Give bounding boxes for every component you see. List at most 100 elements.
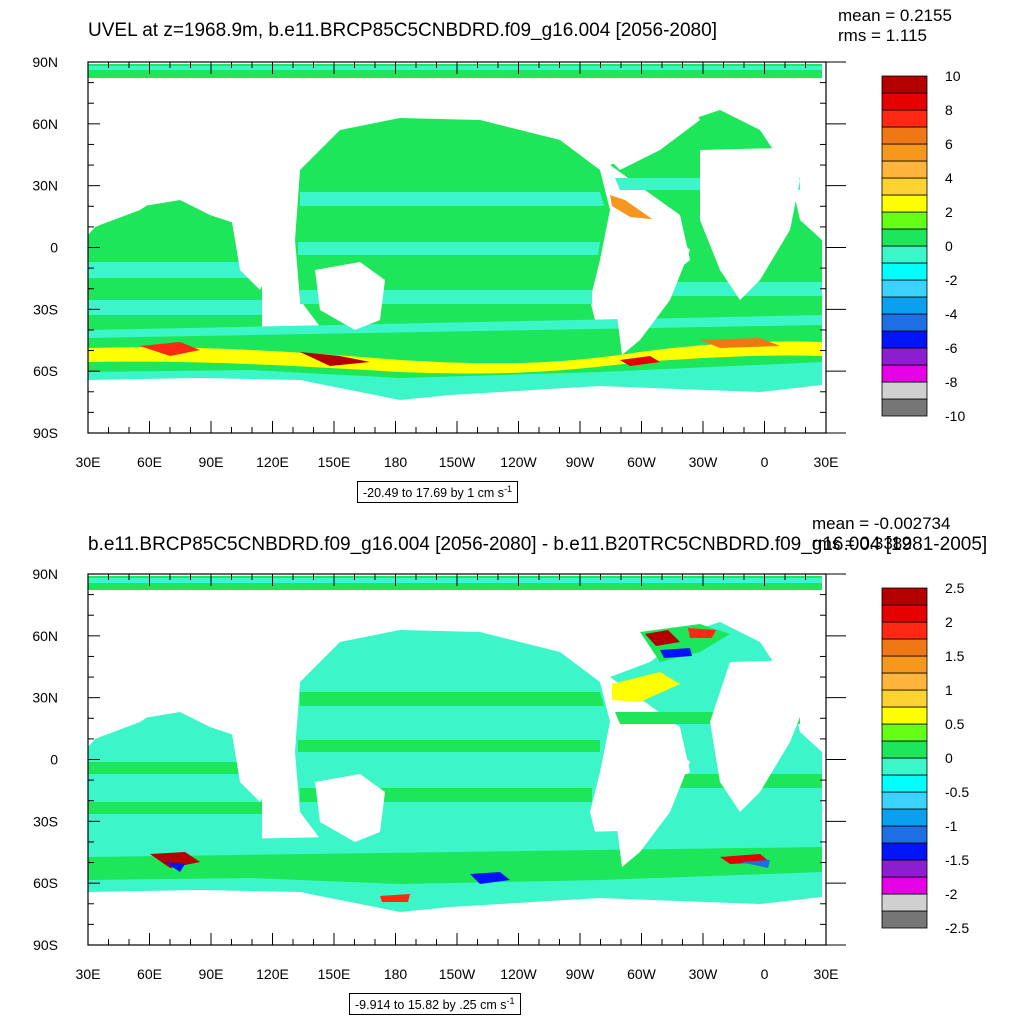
top-colorbar-label: -8 <box>945 374 958 390</box>
bottom-colorbar-swatch <box>881 859 928 878</box>
bottom-colorbar-swatch <box>881 587 928 606</box>
top-colorbar-label: -2 <box>945 272 958 288</box>
top-x-tick-label: 180 <box>384 454 408 470</box>
bottom-x-tick-label: 180 <box>384 966 408 982</box>
top-colorbar-swatch <box>881 92 928 111</box>
bottom-axes: 30E 60E 90E 120E 150E 180 150W 120W 90W 60W 30W 0 30… <box>32 566 846 982</box>
top-y-tick-label: 30S <box>33 301 58 317</box>
top-x-tick-label: 60W <box>627 454 657 470</box>
top-continents <box>88 80 822 432</box>
bottom-x-tick-label: 150W <box>439 966 476 982</box>
bottom-colorbar-swatch <box>881 774 928 793</box>
bottom-mean-stat: mean = -0.002734 <box>812 514 951 533</box>
top-x-tick-label: 90E <box>199 454 224 470</box>
top-colorbar-swatch <box>881 381 928 400</box>
bottom-x-tick-label: 90W <box>566 966 596 982</box>
top-y-tick-label: 90S <box>33 425 58 441</box>
bottom-colorbar-swatch <box>881 672 928 691</box>
top-x-tick-label: 90W <box>566 454 596 470</box>
top-axes: 30E 60E 90E 120E 150E 180 150W 120W 90W 60W 30W 0 30… <box>32 54 846 470</box>
bottom-colorbar-label: -2 <box>945 886 958 902</box>
top-panel: 30E 60E 90E 120E 150E 180 150W 120W 90W 60W 30W 0 30… <box>32 6 965 504</box>
top-range-text: -20.49 to 17.69 by 1 cm s <box>363 486 505 501</box>
top-x-tick-label: 120W <box>500 454 537 470</box>
bottom-colorbar-label: -1.5 <box>945 852 969 868</box>
bottom-colorbar-label: 0.5 <box>945 716 965 732</box>
top-colorbar-swatch <box>881 143 928 162</box>
top-colorbar-label: -6 <box>945 340 958 356</box>
bottom-x-tick-label: 120W <box>500 966 537 982</box>
bottom-colorbar-label: 1 <box>945 682 953 698</box>
bottom-colorbar-swatch <box>881 825 928 844</box>
bottom-range-info: -9.914 to 15.82 by .25 cm s-1 <box>349 993 521 1016</box>
top-colorbar-swatch <box>881 75 928 94</box>
top-colorbar: -10 -8 -6 -4 -2 0 2 4 6 8 10 <box>881 68 965 424</box>
top-colorbar-swatch <box>881 364 928 383</box>
bottom-y-tick-label: 60S <box>33 875 58 891</box>
top-colorbar-swatch <box>881 398 928 417</box>
top-colorbar-swatch <box>881 177 928 196</box>
top-x-tick-label: 150E <box>318 454 351 470</box>
bottom-colorbar-swatch <box>881 689 928 708</box>
top-colorbar-swatch <box>881 347 928 366</box>
top-colorbar-label: 0 <box>945 238 953 254</box>
top-colorbar-swatch <box>881 109 928 128</box>
bottom-range-text: -9.914 to 15.82 by .25 cm s <box>355 998 507 1013</box>
top-y-tick-label: 60N <box>32 116 58 132</box>
top-colorbar-label: 4 <box>945 170 953 186</box>
bottom-colorbar-label: 0 <box>945 750 953 766</box>
bottom-x-tick-label: 30E <box>814 966 839 982</box>
bottom-map-svg: 30E 60E 90E 120E 150E 180 150W 120W 90W 60W 30W 0 30… <box>32 566 969 982</box>
bottom-x-tick-label: 60W <box>627 966 657 982</box>
top-colorbar-label: -10 <box>945 408 965 424</box>
bottom-colorbar-swatch <box>881 910 928 929</box>
top-colorbar-swatch <box>881 313 928 332</box>
bottom-colorbar-swatch <box>881 706 928 725</box>
bottom-colorbar-swatch <box>881 876 928 895</box>
top-y-tick-label: 0 <box>50 240 58 256</box>
top-y-tick-label: 90N <box>32 54 58 70</box>
bottom-colorbar-swatch <box>881 604 928 623</box>
top-x-tick-label: 30E <box>814 454 839 470</box>
top-x-tick-label: 60E <box>137 454 162 470</box>
bottom-colorbar-label: 2.5 <box>945 580 965 596</box>
top-x-tick-label: 120E <box>256 454 289 470</box>
top-x-tick-label: 30E <box>76 454 101 470</box>
bottom-colorbar: -2.5 -2 -1.5 -1 -0.5 0 0.5 1 1.5 2 2.5 <box>881 580 969 936</box>
top-colorbar-label: 8 <box>945 102 953 118</box>
bottom-y-tick-label: 60N <box>32 628 58 644</box>
bottom-continents <box>88 592 822 944</box>
top-colorbar-swatch <box>881 160 928 179</box>
top-x-tick-label: 30W <box>689 454 719 470</box>
bottom-colorbar-swatch <box>881 655 928 674</box>
top-colorbar-swatch <box>881 330 928 349</box>
bottom-x-tick-label: 0 <box>761 966 769 982</box>
bottom-colorbar-label: -0.5 <box>945 784 969 800</box>
top-y-tick-label: 60S <box>33 363 58 379</box>
bottom-colorbar-label: 2 <box>945 614 953 630</box>
bottom-colorbar-swatch <box>881 893 928 912</box>
bottom-x-tick-label: 30W <box>689 966 719 982</box>
top-map-svg: 30E 60E 90E 120E 150E 180 150W 120W 90W 60W 30W 0 30… <box>32 54 965 470</box>
bottom-colorbar-swatch <box>881 638 928 657</box>
bottom-colorbar-swatch <box>881 757 928 776</box>
bottom-y-tick-label: 90N <box>32 566 58 582</box>
top-colorbar-label: 10 <box>945 68 961 84</box>
bottom-colorbar-swatch <box>881 740 928 759</box>
bottom-y-tick-label: 30N <box>32 690 58 706</box>
top-colorbar-swatch <box>881 262 928 281</box>
top-colorbar-swatch <box>881 126 928 145</box>
top-mean-stat: mean = 0.2155 <box>838 6 952 25</box>
top-colorbar-swatch <box>881 211 928 230</box>
top-colorbar-swatch <box>881 245 928 264</box>
bottom-colorbar-swatch <box>881 791 928 810</box>
bottom-x-tick-label: 30E <box>76 966 101 982</box>
top-x-tick-label: 150W <box>439 454 476 470</box>
bottom-x-tick-label: 90E <box>199 966 224 982</box>
top-colorbar-swatch <box>881 194 928 213</box>
bottom-colorbar-label: -1 <box>945 818 958 834</box>
bottom-colorbar-swatch <box>881 621 928 640</box>
bottom-y-tick-label: 90S <box>33 937 58 953</box>
bottom-title: b.e11.BRCP85C5CNBDRD.f09_g16.004 [2056-2… <box>88 534 988 555</box>
bottom-panel: 30E 60E 90E 120E 150E 180 150W 120W 90W 60W 30W 0 30… <box>0 512 1024 1024</box>
